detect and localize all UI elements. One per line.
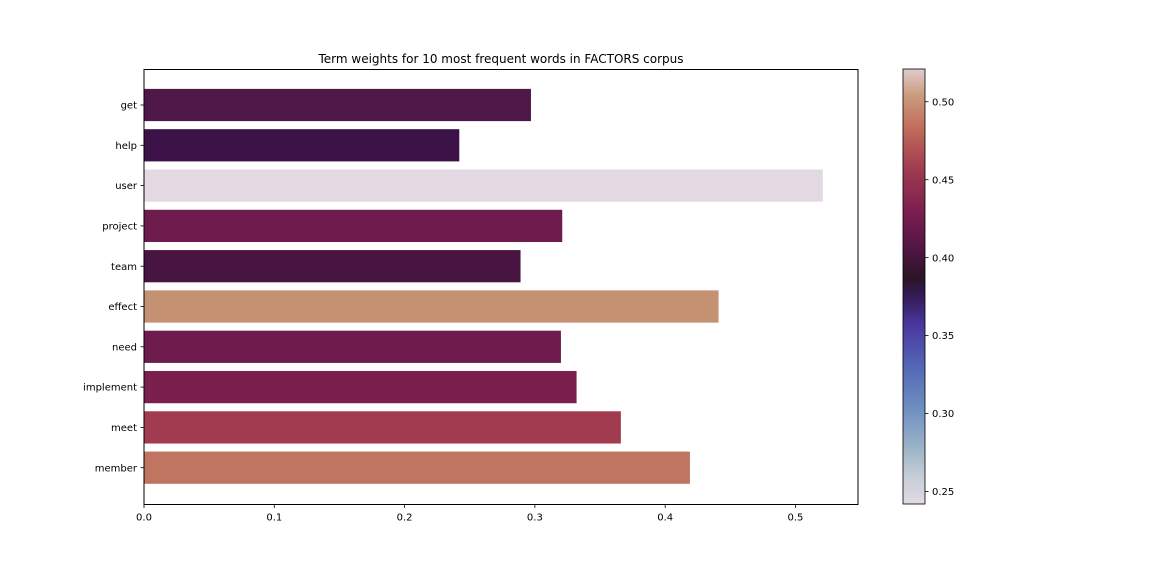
y-tick-label-project: project (102, 222, 137, 233)
colorbar-tick-label-1: 0.30 (932, 409, 954, 420)
y-tick-label-need: need (112, 342, 137, 353)
colorbar-tick-label-0: 0.25 (932, 487, 954, 498)
plot-frame (143, 69, 859, 505)
bar-member (144, 451, 690, 484)
y-tick-label-effect: effect (108, 302, 137, 313)
y-tick-label-meet: meet (111, 423, 137, 434)
colorbar-tick-label-3: 0.40 (932, 253, 954, 264)
x-tick-label-2: 0.2 (397, 513, 413, 524)
x-tick-label-3: 0.3 (527, 513, 543, 524)
x-tick-label-4: 0.4 (657, 513, 673, 524)
chart-title: Term weights for 10 most frequent words … (317, 52, 683, 66)
y-tick-label-get: get (121, 101, 138, 112)
y-tick-label-member: member (95, 463, 138, 474)
y-tick-label-implement: implement (83, 383, 137, 394)
bar-get (144, 88, 531, 122)
bar-help (144, 129, 460, 162)
x-tick-label-5: 0.5 (788, 513, 804, 524)
y-tick-label-team: team (111, 262, 137, 273)
bar-need (144, 330, 561, 363)
colorbar: 0.25 0.30 0.35 0.40 0.45 0.50 (902, 68, 954, 505)
x-axis: 0.0 0.1 0.2 0.3 0.4 0.5 (136, 504, 804, 524)
colorbar-gradient (902, 68, 926, 505)
bar-meet (144, 411, 621, 444)
y-tick-label-user: user (115, 181, 138, 192)
y-tick-labels: get help user project team effect need implemen… (83, 101, 144, 474)
y-tick-label-help: help (115, 141, 137, 152)
x-tick-label-0: 0.0 (136, 513, 152, 524)
bars-layer (144, 88, 823, 484)
x-tick-label-1: 0.1 (266, 513, 282, 524)
colorbar-tick-label-4: 0.45 (932, 175, 954, 186)
bar-user (144, 169, 823, 202)
bar-implement (144, 370, 577, 404)
colorbar-tick-label-2: 0.35 (932, 331, 954, 342)
bar-project (144, 209, 563, 243)
bar-effect (144, 290, 719, 323)
colorbar-tick-label-5: 0.50 (932, 97, 954, 108)
bar-team (144, 250, 521, 283)
